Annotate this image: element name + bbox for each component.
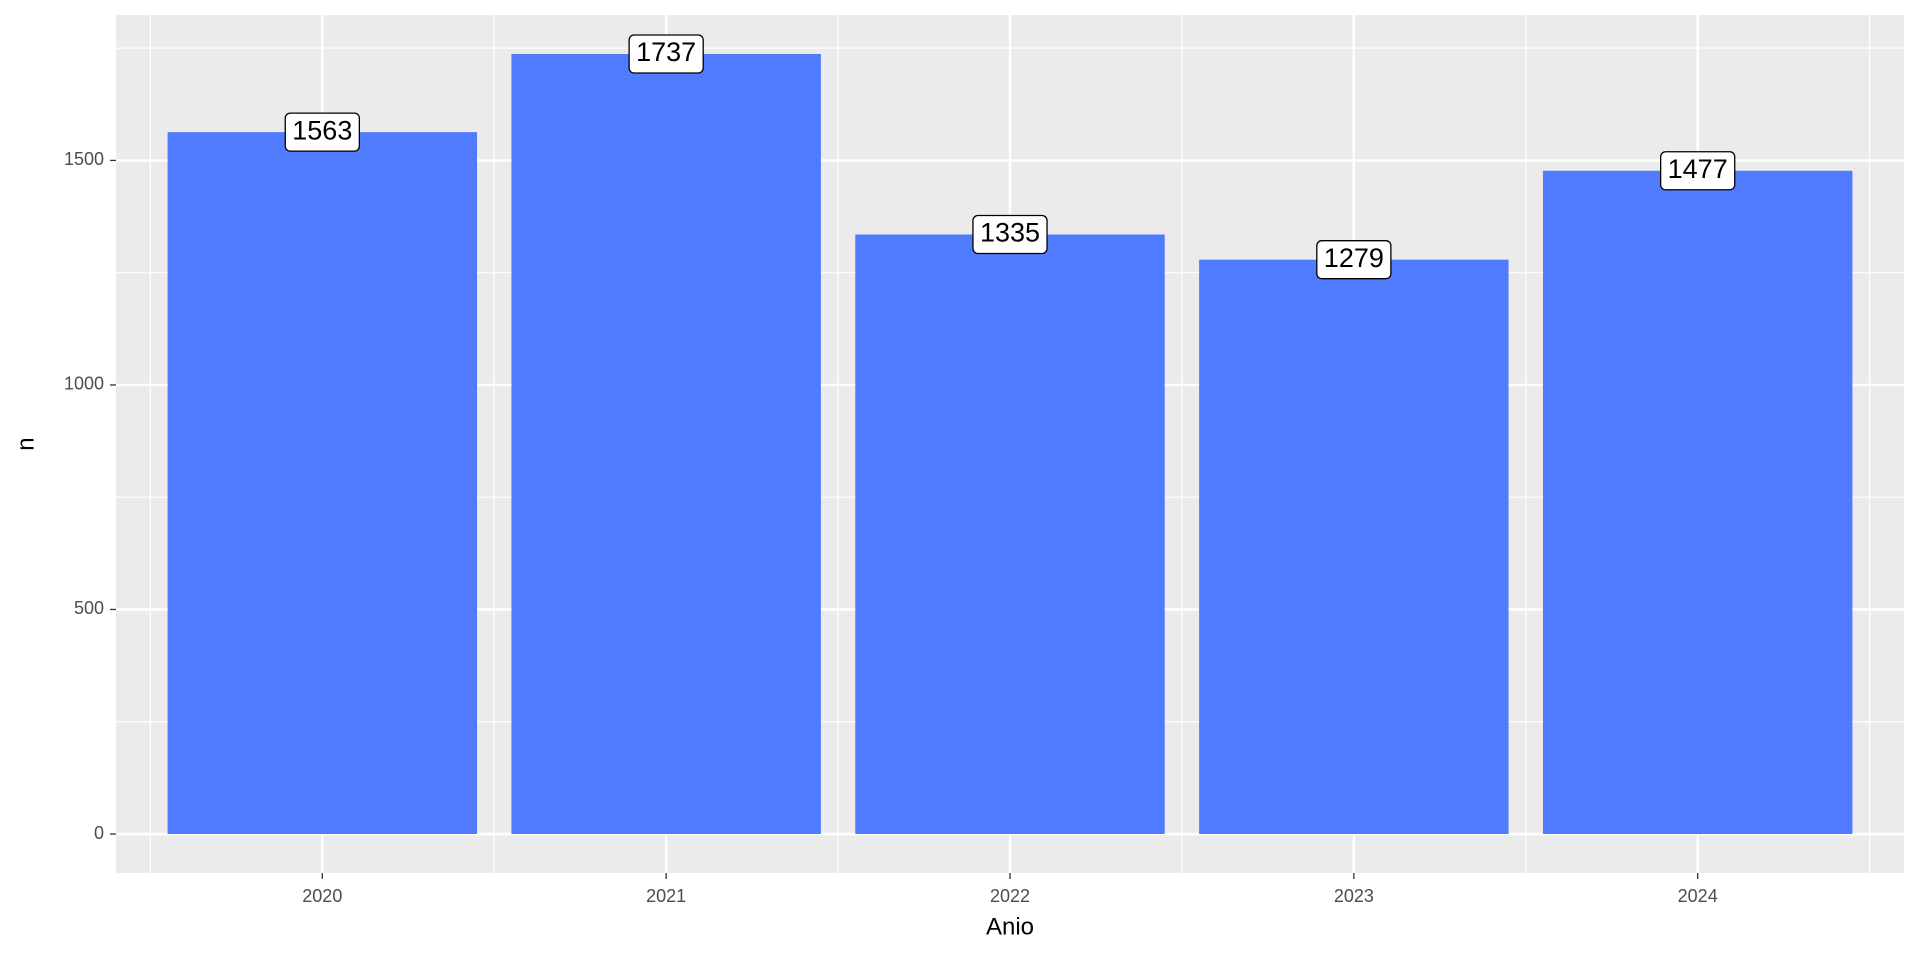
bar [1199,259,1509,835]
bar [1542,170,1853,834]
x-tick-label: 2020 [302,886,342,906]
x-tick-label: 2021 [646,886,686,906]
value-label-box [1660,151,1736,191]
bar [855,234,1165,834]
value-label: 1477 [1668,154,1728,184]
x-tick-label: 2023 [1334,886,1374,906]
value-label-box [284,112,360,152]
x-tick-label: 2022 [990,886,1030,906]
value-label: 1335 [980,218,1040,248]
value-label-box [1316,240,1392,280]
x-axis-title: Anio [986,913,1034,940]
value-label: 1279 [1324,243,1384,273]
y-tick-label: 1500 [64,149,104,169]
y-tick-label: 500 [74,598,104,618]
bar [511,54,821,834]
value-label-box [628,34,704,74]
y-tick-label: 1000 [64,374,104,394]
bar [167,132,478,835]
value-label: 1563 [292,115,352,145]
y-tick-label: 0 [94,823,104,843]
x-tick-label: 2024 [1678,886,1718,906]
value-label-box [972,214,1048,255]
y-axis-title: n [12,437,39,450]
value-label: 1737 [636,37,696,67]
marks: 1563 1737 1335 1279 1477 [167,34,1853,835]
